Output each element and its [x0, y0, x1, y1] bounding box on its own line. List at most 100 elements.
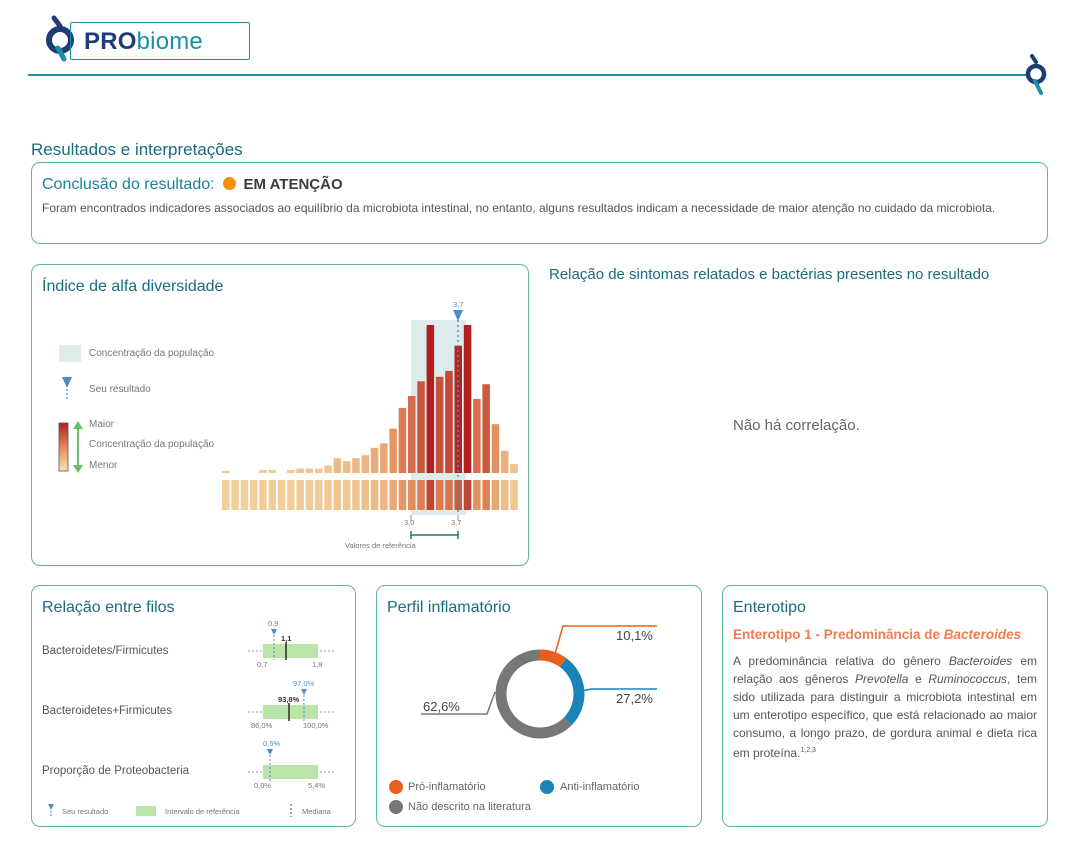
legend-result-icon — [48, 804, 54, 810]
leader-pro — [554, 625, 657, 655]
filo-row-1-min: 0,7 — [257, 660, 268, 669]
histogram-bar — [268, 470, 276, 473]
filo-2-result-marker-icon — [301, 689, 307, 695]
enterotype-text: A predominância relativa do gênero Bacte… — [733, 654, 1038, 760]
alpha-chart — [58, 310, 518, 539]
pct-anti: 27,2% — [616, 691, 653, 706]
histogram-base-cell — [445, 480, 453, 510]
histogram-base-cell — [333, 480, 342, 510]
histogram-base-cell — [249, 480, 258, 510]
leader-other — [421, 691, 496, 715]
histogram-base-cell — [296, 480, 304, 510]
legend-result-label: Seu resultado — [89, 384, 151, 395]
donut-chart — [421, 625, 657, 739]
histogram-base-cell — [398, 480, 407, 510]
histogram-bar — [380, 443, 388, 473]
filo-row-2-min: 86,0% — [251, 721, 273, 730]
histogram-bar — [370, 447, 379, 473]
histogram-bar — [426, 325, 435, 473]
histogram-base-cell — [380, 480, 388, 510]
histogram-bar — [445, 370, 453, 473]
histogram-base-cell — [482, 480, 490, 510]
alpha-diversity-card: Índice de alfa diversidade Concentra — [31, 264, 529, 566]
pct-other: 62,6% — [423, 699, 460, 714]
conclusion-heading: Conclusão do resultado: EM ATENÇÃO — [42, 176, 343, 194]
histogram-bar — [389, 428, 397, 473]
status-dot-icon — [223, 177, 237, 190]
filo-row-3-result: 0,5% — [263, 739, 281, 748]
histogram-base-cell — [435, 480, 444, 510]
filo-row-3-label: Proporção de Proteobacteria — [42, 765, 190, 777]
histogram-bar — [491, 424, 500, 473]
ref-high-label: 3,7 — [451, 518, 462, 527]
section-title: Resultados e interpretações — [31, 140, 243, 159]
legend-other-label: Não descrito na literatura — [408, 801, 531, 813]
inflam-title: Perfil inflamatório — [387, 599, 511, 616]
histogram-base-cell — [324, 480, 332, 510]
alpha-title: Índice de alfa diversidade — [42, 278, 224, 295]
phyla-relation-card: Relação entre filos Bacteroidetes/Firmic… — [31, 585, 356, 827]
histogram-base-cell — [473, 480, 481, 510]
donut-slice-other — [495, 649, 572, 739]
histogram-base-cell — [305, 480, 314, 510]
histogram-base-cell — [408, 480, 416, 510]
ref-caption: Valores de referência — [345, 541, 416, 550]
histogram-base-cell — [417, 480, 425, 510]
legend-median-label: Mediana — [302, 807, 331, 816]
histogram-base-cell — [259, 480, 267, 510]
enterotype-card: Enterotipo Enterotipo 1 - Predominância … — [722, 585, 1048, 827]
result-marker-icon — [453, 310, 463, 321]
histogram-bar — [463, 325, 472, 473]
conclusion-card: Conclusão do resultado: EM ATENÇÃO Foram… — [31, 162, 1048, 244]
histogram-bar — [501, 450, 509, 473]
probiome-mark-icon — [46, 15, 74, 62]
histogram-base-cell — [352, 480, 360, 510]
histogram-base-cell — [501, 480, 509, 510]
histogram-bar — [259, 470, 267, 473]
filo-row-2-median: 93,8% — [278, 695, 300, 704]
histogram-base-cell — [268, 480, 276, 510]
histogram-base-cell — [240, 480, 249, 510]
conclusion-status: EM ATENÇÃO — [243, 176, 343, 193]
histogram-base-cell — [222, 480, 230, 510]
histogram-bar — [296, 468, 304, 473]
histogram-bar — [222, 471, 230, 473]
filos-title: Relação entre filos — [42, 599, 175, 616]
histogram-bars — [222, 325, 518, 473]
histogram-base-cell — [231, 480, 239, 510]
conclusion-text: Foram encontrados indicadores associados… — [42, 201, 996, 215]
filo-row-3-min: 0,0% — [254, 781, 272, 790]
leader-anti — [581, 688, 657, 692]
histogram-base-cell — [287, 480, 295, 510]
no-correlation-text: Não há correlação. — [733, 417, 860, 434]
filo-2-reference-band — [263, 705, 318, 719]
inflammatory-profile-card: Perfil inflamatório 10,1% 27,2% 62,6% Pr… — [376, 585, 702, 827]
legend-population-swatch — [59, 345, 81, 362]
histogram-bar — [417, 381, 425, 473]
histogram-base-cell — [426, 480, 435, 510]
brand-name: PRObiome — [84, 28, 203, 55]
histogram-base-cell — [510, 480, 518, 510]
histogram-bar — [342, 461, 351, 473]
filo-row-1-median: 1,1 — [281, 634, 292, 643]
filo-row-2-result: 97,0% — [293, 679, 315, 688]
filo-row-2-label: Bacteroidetes+Firmicutes — [42, 705, 173, 717]
filo-1-reference-band — [263, 644, 318, 658]
brand-box — [70, 22, 250, 60]
histogram-base-cell — [342, 480, 351, 510]
histogram-bar — [482, 384, 490, 473]
histogram-bar — [408, 396, 416, 473]
ref-low-label: 3,0 — [404, 518, 415, 527]
entero-title: Enterotipo — [733, 599, 806, 616]
histogram-bar — [333, 458, 342, 473]
pct-pro: 10,1% — [616, 628, 653, 643]
histogram-bar — [305, 468, 314, 473]
filo-row-2-max: 100,0% — [303, 721, 329, 730]
donut-slice-pro — [539, 649, 567, 668]
histogram-base-cell — [370, 480, 379, 510]
result-value-label: 3,7 — [453, 300, 464, 309]
legend-result-label: Seu resultado — [62, 807, 109, 816]
histogram-bar — [510, 464, 518, 473]
histogram-base-cell — [361, 480, 369, 510]
legend-other-dot — [389, 800, 403, 814]
